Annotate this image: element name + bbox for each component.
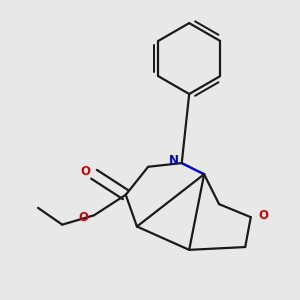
Text: O: O xyxy=(81,165,91,178)
Text: N: N xyxy=(169,154,178,166)
Text: O: O xyxy=(79,211,88,224)
Text: O: O xyxy=(258,209,268,222)
